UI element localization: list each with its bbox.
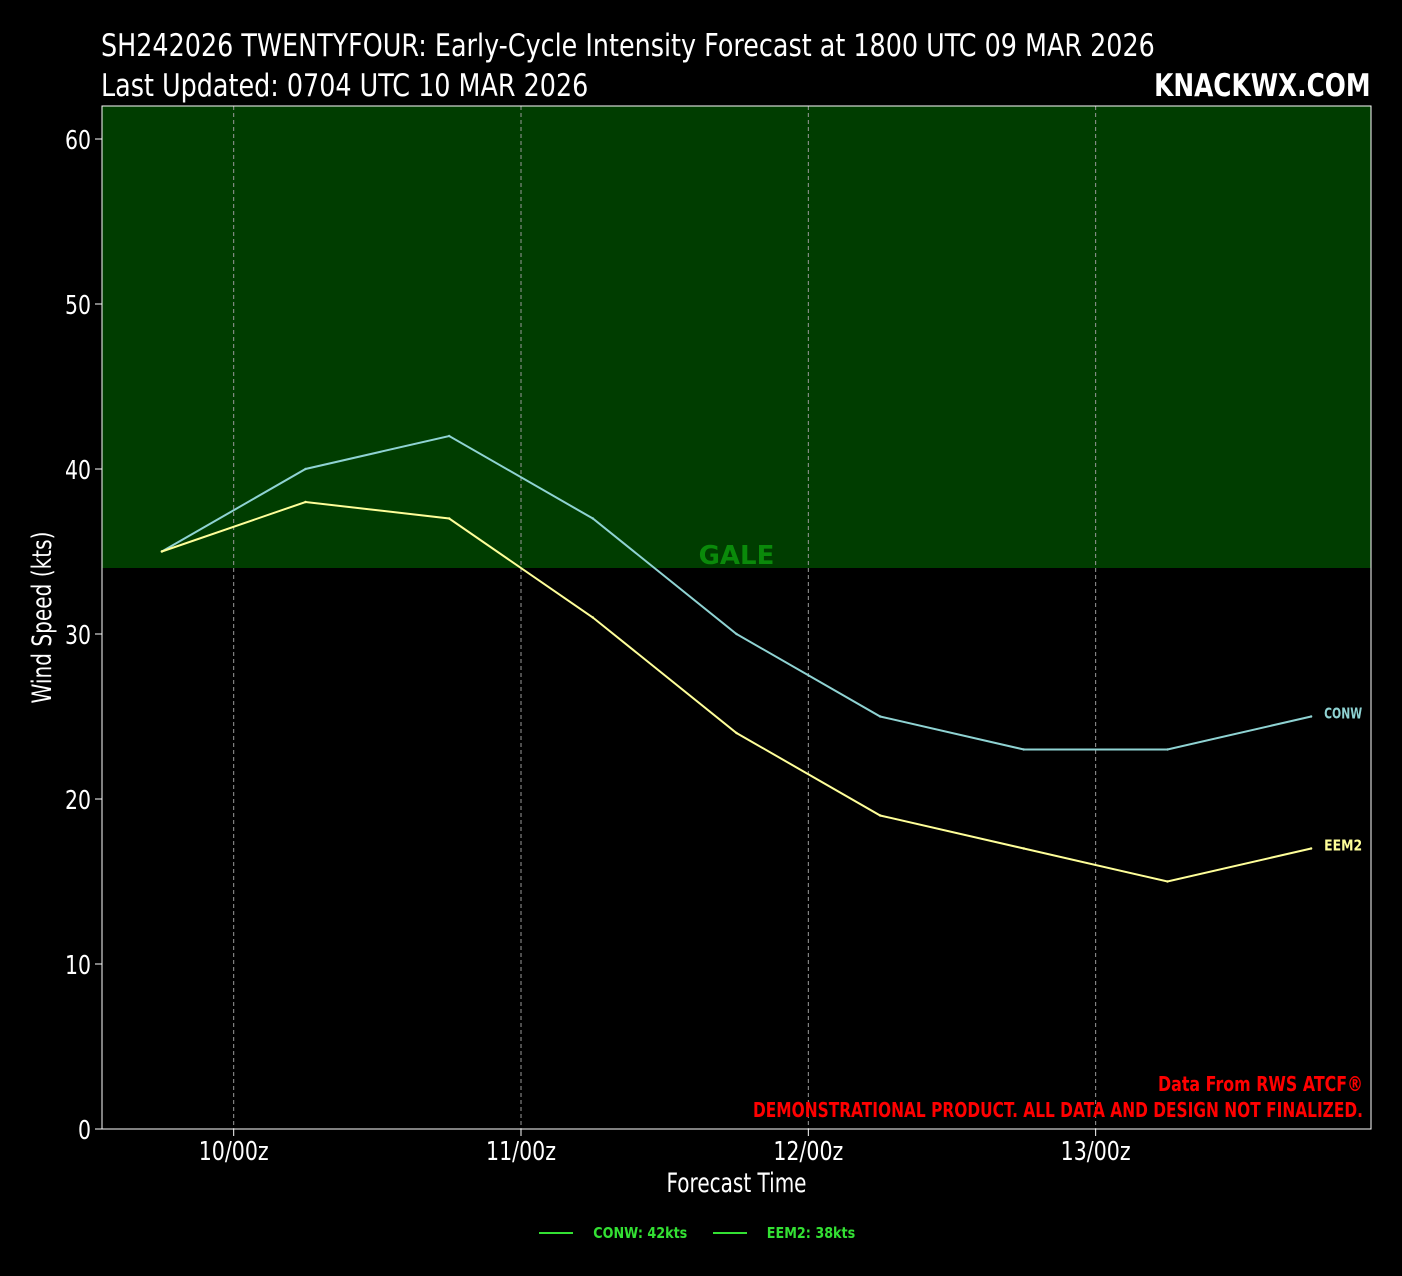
point-eem2-5 [878,814,882,817]
legend-item-conw: CONW: 42kts [539,1224,696,1242]
annotation-0: Data From RWS ATCF® [1158,1072,1363,1096]
gale-label: GALE [699,541,775,571]
chart-subtitle: Last Updated: 0704 UTC 10 MAR 2026 [101,68,589,104]
point-conw-6 [1022,748,1026,751]
y-tick-label-0: 0 [78,1116,91,1146]
annotation-1: DEMONSTRATIONAL PRODUCT. ALL DATA AND DE… [753,1098,1363,1122]
point-conw-5 [878,715,882,718]
plot-frame [101,105,1372,1130]
series-end-label-conw: CONW [1324,705,1362,723]
point-conw-7 [1166,748,1169,751]
point-eem2-2 [447,517,451,520]
point-conw-1 [304,467,307,471]
y-tick-label-5: 50 [65,291,91,321]
series-end-label-eem2: EEM2 [1324,837,1362,855]
legend-label-eem2: EEM2: 38kts [766,1224,856,1242]
point-eem2-0 [160,550,164,553]
point-eem2-8 [1309,847,1313,850]
point-conw-2 [447,434,451,438]
x-tick-label-3: 13/00z [1061,1137,1131,1167]
legend-item-eem2: EEM2: 38kts [712,1224,863,1242]
chart-title: SH242026 TWENTYFOUR: Early-Cycle Intensi… [101,28,1155,64]
x-tick-label-2: 12/00z [773,1137,843,1167]
point-conw-3 [591,517,595,520]
x-axis-label: Forecast Time [667,1168,807,1199]
point-conw-8 [1309,715,1313,718]
y-tick-label-4: 40 [65,456,91,486]
point-eem2-4 [735,731,738,735]
x-tick-label-0: 10/00z [199,1137,269,1167]
legend-swatch-conw [539,1232,574,1234]
legend-label-conw: CONW: 42kts [593,1224,688,1242]
title-block: SH242026 TWENTYFOUR: Early-Cycle Intensi… [101,26,1386,106]
point-eem2-6 [1022,847,1026,850]
point-eem2-3 [591,616,595,619]
legend: CONW: 42kts EEM2: 38kts [0,1220,1402,1242]
y-tick-label-3: 30 [65,621,91,651]
legend-swatch-eem2 [712,1232,747,1234]
point-conw-4 [735,632,738,636]
point-eem2-7 [1166,880,1169,883]
x-tick-label-1: 11/00z [486,1137,556,1167]
y-axis-label: Wind Speed (kts) [27,532,58,704]
gale-band [102,106,1371,568]
brand-label: KNACKWX.COM [1154,68,1371,104]
y-tick-label-6: 60 [65,126,91,156]
y-tick-label-1: 10 [65,951,91,981]
y-tick-label-2: 20 [65,786,91,816]
point-eem2-1 [304,500,307,504]
